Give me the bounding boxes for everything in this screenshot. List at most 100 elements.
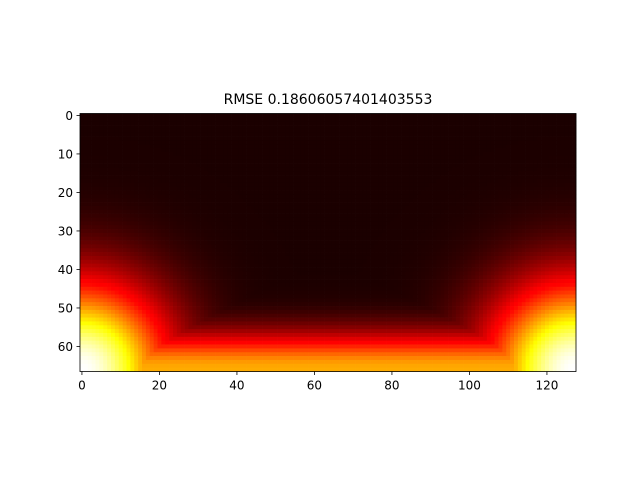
heatmap-cell [95, 159, 100, 164]
heatmap-cell [490, 221, 495, 226]
heatmap-cell [293, 178, 298, 184]
heatmap-cell [87, 209, 92, 214]
heatmap-cell [281, 198, 286, 203]
heatmap-cell [254, 205, 259, 211]
heatmap-cell [475, 155, 480, 161]
heatmap-cell [211, 244, 216, 249]
heatmap-cell [514, 217, 519, 222]
heatmap-cell [165, 198, 170, 203]
heatmap-cell [80, 255, 85, 261]
heatmap-cell [157, 229, 162, 234]
heatmap-cell [510, 194, 515, 199]
heatmap-cell [242, 136, 247, 141]
heatmap-cell [475, 171, 480, 176]
heatmap-cell [153, 182, 158, 188]
heatmap-cell [475, 163, 480, 168]
heatmap-cell [223, 125, 228, 130]
heatmap-cell [273, 186, 278, 191]
heatmap-cell [254, 248, 259, 253]
heatmap-cell [122, 255, 127, 261]
heatmap-cell [529, 252, 534, 257]
heatmap-cell [231, 152, 236, 157]
heatmap-cell [103, 175, 108, 180]
heatmap-cell [421, 171, 426, 176]
heatmap-cell [548, 140, 554, 145]
heatmap-cell [215, 171, 220, 176]
heatmap-cell [378, 113, 383, 118]
heatmap-cell [366, 113, 371, 118]
heatmap-cell [467, 128, 472, 134]
heatmap-cell [122, 205, 127, 211]
heatmap-cell [157, 125, 162, 130]
heatmap-cell [91, 190, 96, 195]
heatmap-cell [300, 198, 306, 203]
heatmap-cell [246, 194, 251, 199]
heatmap-cell [111, 194, 116, 199]
heatmap-cell [328, 190, 333, 195]
heatmap-cell [444, 121, 449, 126]
heatmap-cell [293, 144, 298, 149]
heatmap-cell [293, 117, 298, 122]
heatmap-cell [269, 136, 275, 141]
heatmap-cell [362, 178, 368, 184]
heatmap-cell [107, 144, 112, 149]
heatmap-cell [560, 240, 565, 245]
heatmap-cell [103, 225, 108, 230]
heatmap-cell [444, 221, 449, 226]
heatmap-cell [176, 252, 182, 257]
heatmap-cell [471, 225, 476, 230]
heatmap-cell [378, 205, 383, 211]
heatmap-cell [421, 225, 426, 230]
heatmap-cell [250, 221, 255, 226]
heatmap-cell [440, 209, 445, 214]
heatmap-cell [157, 140, 162, 145]
heatmap-cell [176, 259, 182, 265]
heatmap-cell [169, 167, 174, 172]
heatmap-cell [258, 232, 263, 238]
heatmap-cell [207, 132, 213, 137]
heatmap-cell [475, 190, 480, 195]
heatmap-cell [362, 209, 368, 214]
heatmap-cell [393, 248, 399, 253]
heatmap-cell [304, 159, 309, 164]
heatmap-cell [490, 140, 495, 145]
heatmap-cell [390, 190, 395, 195]
heatmap-cell [281, 205, 286, 211]
heatmap-cell [417, 113, 422, 118]
heatmap-cell [207, 182, 213, 188]
heatmap-cell [506, 121, 511, 126]
heatmap-cell [114, 113, 120, 118]
heatmap-cell [297, 113, 302, 118]
heatmap-cell [258, 152, 263, 157]
heatmap-cell [293, 125, 298, 130]
heatmap-cell [432, 217, 437, 222]
heatmap-cell [347, 171, 352, 176]
heatmap-cell [138, 186, 143, 191]
heatmap-cell [401, 205, 406, 211]
heatmap-cell [312, 171, 317, 176]
heatmap-cell [254, 113, 259, 118]
heatmap-cell [320, 244, 325, 249]
heatmap-cell [254, 163, 259, 168]
heatmap-cell [556, 171, 561, 176]
heatmap-cell [211, 132, 216, 137]
heatmap-cell [308, 155, 313, 161]
heatmap-cell [514, 194, 519, 199]
heatmap-cell [246, 252, 251, 257]
heatmap-cell [142, 213, 147, 218]
heatmap-cell [223, 163, 228, 168]
heatmap-cell [145, 255, 151, 261]
heatmap-cell [382, 198, 387, 203]
heatmap-cell [285, 259, 290, 265]
heatmap-cell [227, 144, 232, 149]
heatmap-cell [188, 236, 193, 241]
heatmap-cell [537, 128, 542, 134]
heatmap-cell [231, 198, 236, 203]
heatmap-cell [355, 163, 360, 168]
heatmap-cell [529, 125, 534, 130]
heatmap-cell [436, 248, 441, 253]
heatmap-cell [273, 155, 278, 161]
heatmap-cell [134, 232, 139, 238]
heatmap-cell [572, 240, 577, 245]
heatmap-cell [545, 217, 550, 222]
